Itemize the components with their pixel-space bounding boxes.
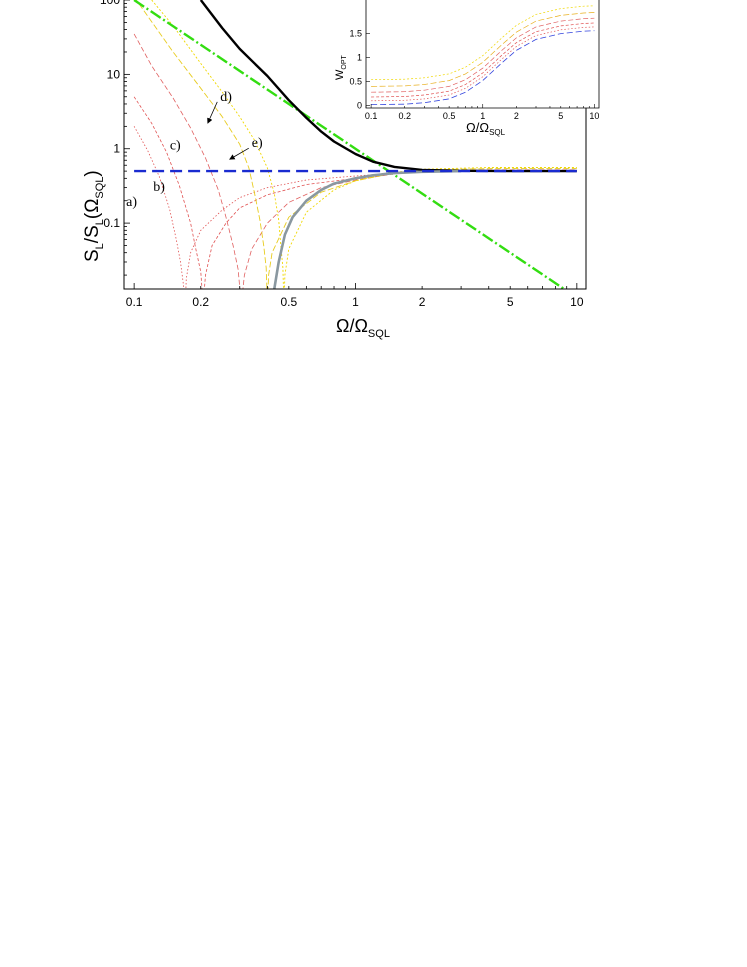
main-y-tick-label: 1 <box>113 142 120 156</box>
curve-label-d: d) <box>220 90 232 105</box>
main-x-tick-label: 2 <box>419 295 426 309</box>
curve-label-b: b) <box>153 180 165 195</box>
main-series-a <box>133 126 577 289</box>
inset-y-tick-label: 1.5 <box>349 29 362 39</box>
main-series-b <box>133 96 577 289</box>
main-x-tick-label: 0.2 <box>192 295 209 309</box>
main-series-envelope_lower <box>273 169 462 289</box>
inset-y-axis-label: WOPT <box>334 54 348 80</box>
inset-ticks: 0.1 0.2 0.5 1 2 5 10 0 0.5 1 1.5 <box>349 29 599 121</box>
main-series-group <box>133 0 577 289</box>
inset-series-e <box>371 5 595 81</box>
main-series-c <box>133 33 577 289</box>
inset-series-a <box>371 26 595 102</box>
main-plot-frame <box>123 0 587 290</box>
main-x-tick-label: 1 <box>352 295 359 309</box>
inset-x-tick-label: 5 <box>558 111 563 121</box>
inset-x-tick-label: 0.2 <box>398 111 411 121</box>
inset-y-tick-label: 1 <box>357 53 362 63</box>
inset-x-tick-label: 0.1 <box>365 111 378 121</box>
inset-series-d <box>371 12 595 87</box>
inset-y-tick-label: 0.5 <box>349 77 362 87</box>
inset-x-tick-label: 2 <box>514 111 519 121</box>
main-x-tick-label: 0.5 <box>281 295 298 309</box>
inset-background <box>366 0 600 108</box>
inset-series-blue <box>371 30 595 105</box>
inset-x-axis-label: Ω/ΩSQL <box>466 120 506 137</box>
curve-label-a: a) <box>126 195 137 210</box>
main-x-tick-label: 5 <box>507 295 514 309</box>
inset-series-b <box>371 22 595 98</box>
main-y-tick-label: 0.1 <box>103 216 120 230</box>
inset-x-tick-label: 10 <box>589 111 599 121</box>
main-x-axis-label: Ω/ΩSQL <box>336 316 390 340</box>
main-x-tick-label: 10 <box>570 295 584 309</box>
main-y-axis-label: SL/SL(ΩSQL) <box>82 170 106 262</box>
curve-label-c: c) <box>170 139 181 154</box>
inset-x-tick-label: 0.5 <box>443 111 456 121</box>
inset-series-c <box>371 17 595 93</box>
main-series-sql_line <box>133 0 567 289</box>
inset-series-group <box>371 5 595 105</box>
main-y-tick-label: 100 <box>100 0 120 7</box>
main-y-tick-label: 10 <box>107 67 121 81</box>
inset-y-tick-label: 0 <box>357 101 362 111</box>
curve-label-e: e) <box>252 136 263 151</box>
main-annotations: a) b) c) d) e) <box>126 90 263 210</box>
curve-label-arrow <box>229 147 249 160</box>
main-x-tick-label: 0.1 <box>126 295 143 309</box>
curve-label-arrow <box>207 101 218 124</box>
inset-x-tick-label: 1 <box>480 111 485 121</box>
inset-chart: 0.1 0.2 0.5 1 2 5 10 0 0.5 1 1.5 Ω/ΩSQL WOPT <box>334 0 600 137</box>
